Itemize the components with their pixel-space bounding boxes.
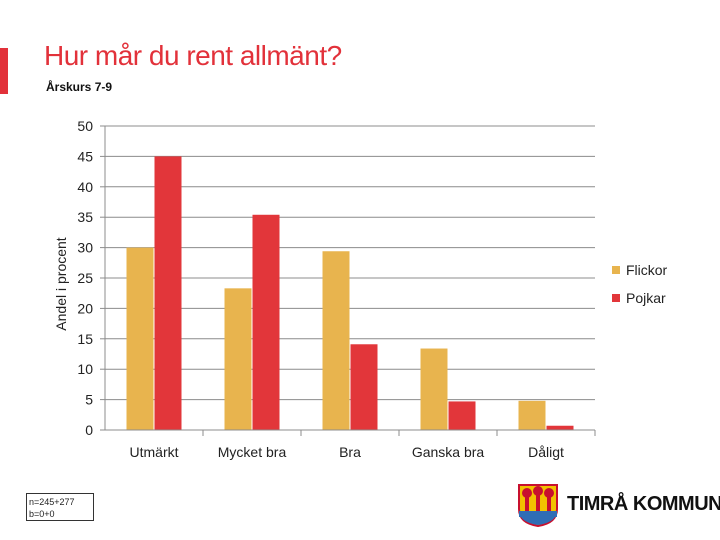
y-tick-label: 45 <box>77 148 93 164</box>
chart-axes: 0 5 10 15 20 25 30 35 40 45 50 Andel i procent Utmär… <box>53 118 596 460</box>
municipal-coat-of-arms-icon <box>518 484 558 528</box>
chart-legend: Flickor Pojkar <box>612 262 668 306</box>
legend-swatch-flickor <box>612 266 620 274</box>
legend-swatch-pojkar <box>612 294 620 302</box>
sample-base-line: b=0+0 <box>29 509 55 519</box>
x-category-label: Utmärkt <box>130 444 179 460</box>
y-tick-label: 40 <box>77 179 93 195</box>
y-tick-label: 30 <box>77 240 93 256</box>
x-category-label: Bra <box>339 444 361 460</box>
logo-text: TIMRÅ KOMMUN <box>567 493 720 515</box>
sample-size-box: n=245+277 b=0+0 <box>26 493 94 521</box>
chart-gridlines <box>105 125 595 401</box>
bar-flickor <box>518 400 546 430</box>
y-tick-label: 0 <box>85 422 93 438</box>
bar-pojkar <box>154 156 182 430</box>
y-tick-label: 15 <box>77 331 93 347</box>
x-category-label: Mycket bra <box>218 444 287 460</box>
legend-label-pojkar: Pojkar <box>626 290 666 306</box>
y-tick-label: 10 <box>77 361 93 377</box>
y-axis-title: Andel i procent <box>53 237 69 331</box>
bar-flickor <box>126 247 154 430</box>
timra-kommun-logo: TIMRÅ KOMMUN <box>517 483 720 528</box>
bar-flickor <box>322 251 350 430</box>
page-subtitle: Årskurs 7-9 <box>46 80 113 94</box>
bar-pojkar <box>350 344 378 430</box>
x-category-label: Ganska bra <box>412 444 485 460</box>
bar-pojkar <box>546 425 574 430</box>
x-category-label: Dåligt <box>528 444 564 460</box>
bar-pojkar <box>448 401 476 430</box>
y-tick-label: 5 <box>85 392 93 408</box>
sample-size-line: n=245+277 <box>29 497 75 507</box>
accent-bar <box>0 48 8 94</box>
legend-label-flickor: Flickor <box>626 262 668 278</box>
y-tick-label: 20 <box>77 300 93 316</box>
page-title: Hur mår du rent allmänt? <box>44 40 342 71</box>
bar-pojkar <box>252 214 280 430</box>
bar-flickor <box>420 348 448 430</box>
chart-bars <box>126 156 574 430</box>
y-tick-label: 35 <box>77 209 93 225</box>
y-tick-label: 25 <box>77 270 93 286</box>
bar-flickor <box>224 288 252 430</box>
y-tick-label: 50 <box>77 118 93 134</box>
